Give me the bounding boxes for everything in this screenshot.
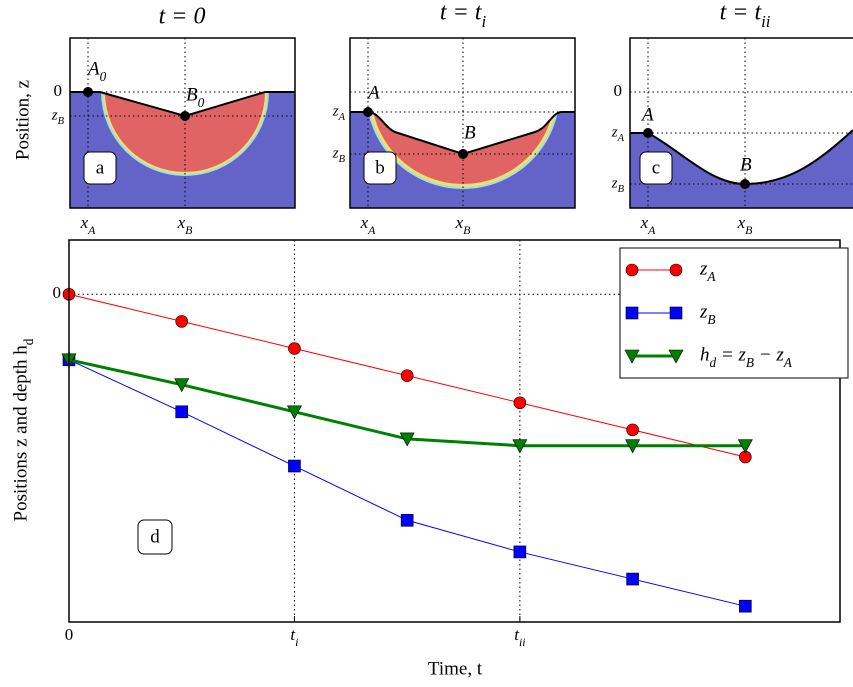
label-box [137,519,173,555]
frame [629,37,853,209]
marker [175,405,189,419]
frame [68,239,841,623]
point [458,149,468,159]
tick-label: 0 [54,81,63,100]
annotation: d [150,526,160,547]
tick-label: 0 [614,81,623,100]
marker [286,405,302,420]
x-tick-label: xB [737,213,753,237]
x-tick-label: xB [177,213,193,237]
marker [174,378,190,393]
x-tick-label: xA [80,213,97,237]
panel-title: t = ti [440,0,487,31]
marker [626,572,639,586]
point [643,128,653,138]
marker [513,396,527,410]
panel-title: t = tii [720,0,771,31]
marker [175,315,189,328]
marker [400,513,414,527]
solid [630,130,853,208]
x-tick-label: ti [290,625,298,649]
y-label: Positions z and depth hd [10,338,35,521]
tick-label: zA [611,124,625,143]
x-tick-label: xA [360,213,377,237]
marker [288,342,301,355]
legend-marker [624,349,640,364]
y-tick-label: 0 [53,283,62,302]
x-label: Time, t [428,658,483,679]
legend-marker [668,349,684,364]
panel-d: Time, t Positions z and depth hd 0 ti tii 0… [10,239,849,679]
melt [101,92,269,176]
marker [400,369,414,382]
panel-letter: a [96,157,105,178]
x-tick-label: tii [514,625,525,649]
marker [625,439,641,454]
panel-a: t = 0 Position, z 0 zB A0 B0 a xA xB [12,4,296,237]
y-label: Position, z [12,80,33,160]
marker [288,459,301,473]
point [83,87,93,97]
tick-label: zB [51,107,65,126]
label-box [639,151,673,185]
tick-label: zA [332,103,346,122]
tick-label: zB [332,145,346,164]
point [180,111,190,121]
marker [737,439,753,454]
legend-marker [669,306,683,320]
panel-letter: b [375,157,385,178]
marker [513,545,527,559]
legend-marker [625,263,639,277]
legend-marker [625,306,639,320]
point [740,179,750,189]
frame [69,37,296,209]
point-label: B [740,154,752,175]
x-tick-label: xB [455,213,471,237]
point-label: A [366,82,380,103]
label-box [83,151,117,185]
marker [626,423,639,437]
legend-marker [669,263,683,277]
point-label: A [640,104,654,125]
marker [739,599,752,613]
point [363,107,373,117]
panel-c: t = tii 0 zA zB A B c xA xB [611,0,853,237]
point-label: B [464,122,476,143]
panel-title: t = 0 [159,4,206,30]
label-box [363,151,397,185]
panel-letter: c [652,157,660,178]
frame [349,37,576,209]
x-tick-label: xA [640,213,657,237]
tick-label: zB [611,175,625,194]
panel-b: t = ti zA zB A B b xA xB [332,0,576,237]
marker [512,439,528,454]
marker [399,432,415,447]
x-tick-label: 0 [65,625,74,644]
